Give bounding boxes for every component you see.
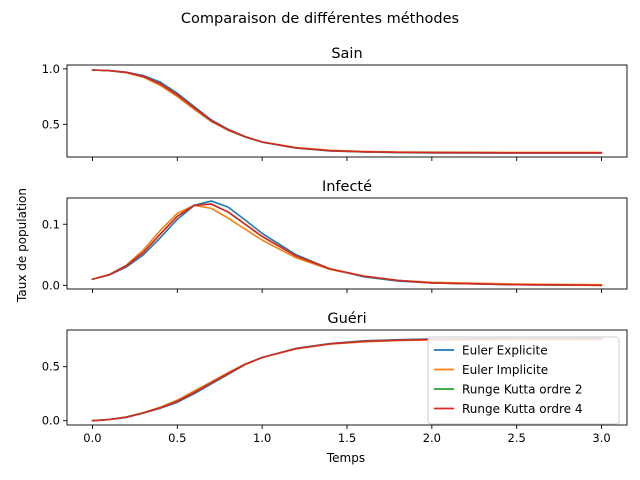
x-tick-label: 0.0 bbox=[83, 431, 101, 445]
figure-suptitle: Comparaison de différentes méthodes bbox=[181, 11, 459, 27]
series-line-euler-explicite-sain bbox=[91, 69, 603, 154]
series-line-runge-kutta-ordre-4-gueri bbox=[91, 338, 603, 422]
legend-label-euler-explicite: Euler Explicite bbox=[462, 344, 548, 358]
x-tick-label: 1.0 bbox=[253, 431, 271, 445]
x-tick-label: 0.5 bbox=[168, 431, 186, 445]
panel-gueri: Guéri 0.0 0.5 0.0 0.5 1.0 1.5 2.0 2.5 3.0 bbox=[42, 311, 628, 445]
x-axis-label: Temps bbox=[326, 451, 365, 465]
panel-title-sain: Sain bbox=[331, 46, 362, 62]
x-tick-label: 1.5 bbox=[338, 431, 356, 445]
legend-label-euler-implicite: Euler Implicite bbox=[462, 363, 548, 377]
x-tick-label: 3.0 bbox=[592, 431, 610, 445]
legend-label-runge-kutta-ordre-2: Runge Kutta ordre 2 bbox=[462, 383, 582, 397]
panel-title-infecte: Infecté bbox=[322, 179, 372, 195]
series-line-euler-implicite-sain bbox=[91, 69, 603, 154]
panel-title-gueri: Guéri bbox=[327, 311, 366, 327]
y-tick-label-infecte: 0.0 bbox=[42, 278, 60, 292]
x-tick-label: 2.0 bbox=[423, 431, 441, 445]
legend: Euler Explicite Euler Implicite Runge Kutt… bbox=[427, 336, 620, 425]
panel-sain: Sain 0.5 1.0 bbox=[42, 46, 628, 161]
y-axis-label: Taux de population bbox=[15, 188, 29, 303]
series-line-runge-kutta-ordre-2-sain bbox=[91, 69, 603, 154]
legend-label-runge-kutta-ordre-4: Runge Kutta ordre 4 bbox=[462, 402, 582, 416]
y-tick-label-gueri: 0.0 bbox=[42, 414, 60, 428]
y-tick-label-sain: 1.0 bbox=[42, 62, 60, 76]
y-tick-label-infecte: 0.1 bbox=[42, 217, 60, 231]
y-tick-label-gueri: 0.5 bbox=[42, 360, 60, 374]
panel-infecte: Infecté 0.0 0.1 bbox=[42, 179, 628, 293]
y-tick-label-sain: 0.5 bbox=[42, 117, 60, 131]
series-line-runge-kutta-ordre-4-sain bbox=[91, 69, 603, 154]
x-tick-label: 2.5 bbox=[508, 431, 526, 445]
series-line-runge-kutta-ordre-4-infecte bbox=[91, 203, 603, 287]
legend-box bbox=[427, 336, 620, 425]
